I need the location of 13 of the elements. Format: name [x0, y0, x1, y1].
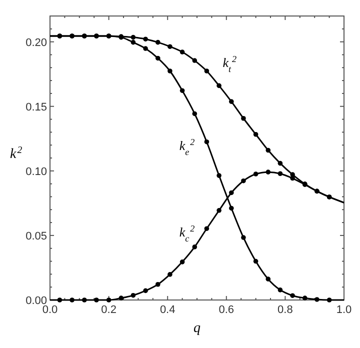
y-axis-title: k$^{2}$ [10, 144, 22, 162]
y-tick-label: 0.10 [26, 166, 47, 178]
x-tick-label: 0.4 [160, 304, 176, 316]
x-tick-label: 0.2 [101, 304, 116, 316]
x-tick-label: 0.6 [218, 304, 234, 316]
y-tick-label: 0.00 [26, 295, 47, 307]
x-tick-label: 1.0 [336, 304, 352, 316]
x-axis-title: q [194, 321, 200, 336]
y-tick-label: 0.15 [26, 101, 47, 114]
y-tick-label: 0.05 [26, 230, 47, 242]
x-tick-label: 0.8 [278, 304, 293, 316]
x-tick-label: 0.0 [42, 304, 58, 316]
y-tick-label: 0.20 [26, 36, 47, 49]
